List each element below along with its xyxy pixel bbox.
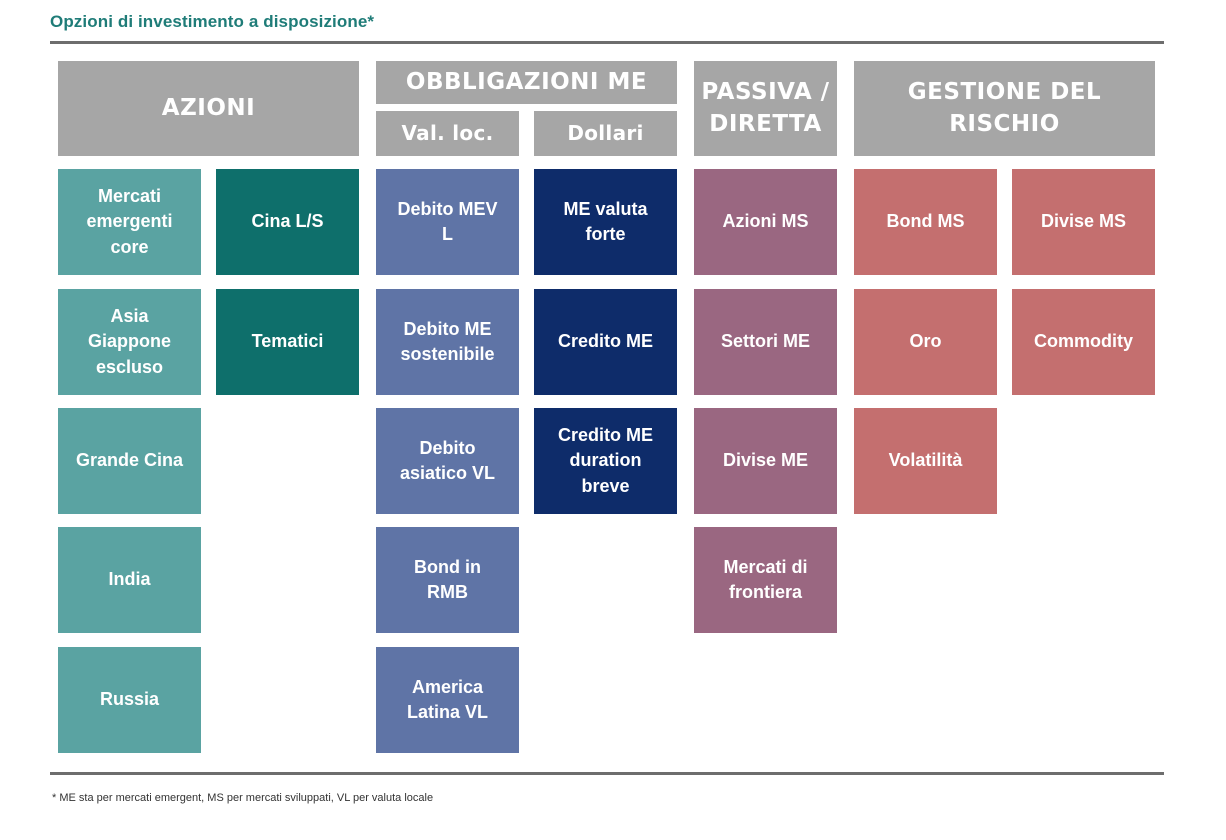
rischio-cell: Bond MS xyxy=(854,169,997,275)
obbligazioni-dollari-cell: Credito ME duration breve xyxy=(534,408,677,514)
page-title: Opzioni di investimento a disposizione* xyxy=(50,12,375,31)
obbligazioni-dollari-cell: ME valuta forte xyxy=(534,169,677,275)
passiva-cell: Divise ME xyxy=(694,408,837,514)
azioni-cell: Mercati emergenti core xyxy=(58,169,201,275)
azioni-cell: Grande Cina xyxy=(58,408,201,514)
header-azioni: AZIONI xyxy=(58,61,359,156)
header-gestione-rischio: GESTIONE DEL RISCHIO xyxy=(854,61,1155,156)
header-obbligazioni: OBBLIGAZIONI ME xyxy=(376,61,677,104)
rischio-cell: Volatilità xyxy=(854,408,997,514)
top-divider xyxy=(50,41,1164,44)
rischio-cell: Commodity xyxy=(1012,289,1155,395)
obbligazioni-val-loc-cell: America Latina VL xyxy=(376,647,519,753)
obbligazioni-val-loc-cell: Debito asiatico VL xyxy=(376,408,519,514)
obbligazioni-val-loc-cell: Bond in RMB xyxy=(376,527,519,633)
rischio-cell: Divise MS xyxy=(1012,169,1155,275)
header-dollari: Dollari xyxy=(534,111,677,156)
obbligazioni-dollari-cell: Credito ME xyxy=(534,289,677,395)
rischio-cell: Oro xyxy=(854,289,997,395)
azioni-cell: India xyxy=(58,527,201,633)
passiva-cell: Azioni MS xyxy=(694,169,837,275)
azioni-cell: Asia Giappone escluso xyxy=(58,289,201,395)
azioni-cell: Tematici xyxy=(216,289,359,395)
header-passiva: PASSIVA / DIRETTA xyxy=(694,61,837,156)
header-val-loc: Val. loc. xyxy=(376,111,519,156)
obbligazioni-val-loc-cell: Debito ME sostenibile xyxy=(376,289,519,395)
obbligazioni-val-loc-cell: Debito MEV L xyxy=(376,169,519,275)
footnote: * ME sta per mercati emergent, MS per me… xyxy=(52,792,434,804)
azioni-cell: Cina L/S xyxy=(216,169,359,275)
passiva-cell: Settori ME xyxy=(694,289,837,395)
passiva-cell: Mercati di frontiera xyxy=(694,527,837,633)
azioni-cell: Russia xyxy=(58,647,201,753)
bottom-divider xyxy=(50,772,1164,775)
